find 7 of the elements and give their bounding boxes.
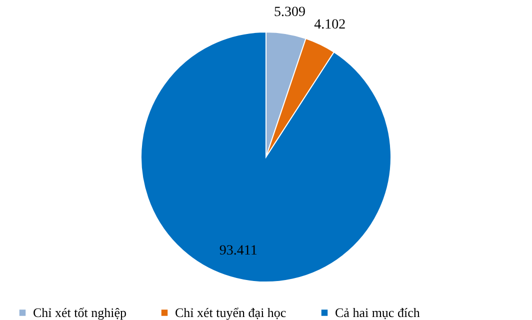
data-label: 4.102: [314, 18, 346, 33]
legend-label: Chỉ xét tốt nghiệp: [33, 304, 127, 320]
data-label: 5.309: [274, 4, 306, 20]
pie-slice: [140, 32, 392, 282]
legend-label: Cả hai mục đích: [335, 304, 420, 320]
legend-label: Chỉ xét tuyển đại học: [175, 304, 286, 320]
data-label: 93.411: [219, 243, 258, 258]
